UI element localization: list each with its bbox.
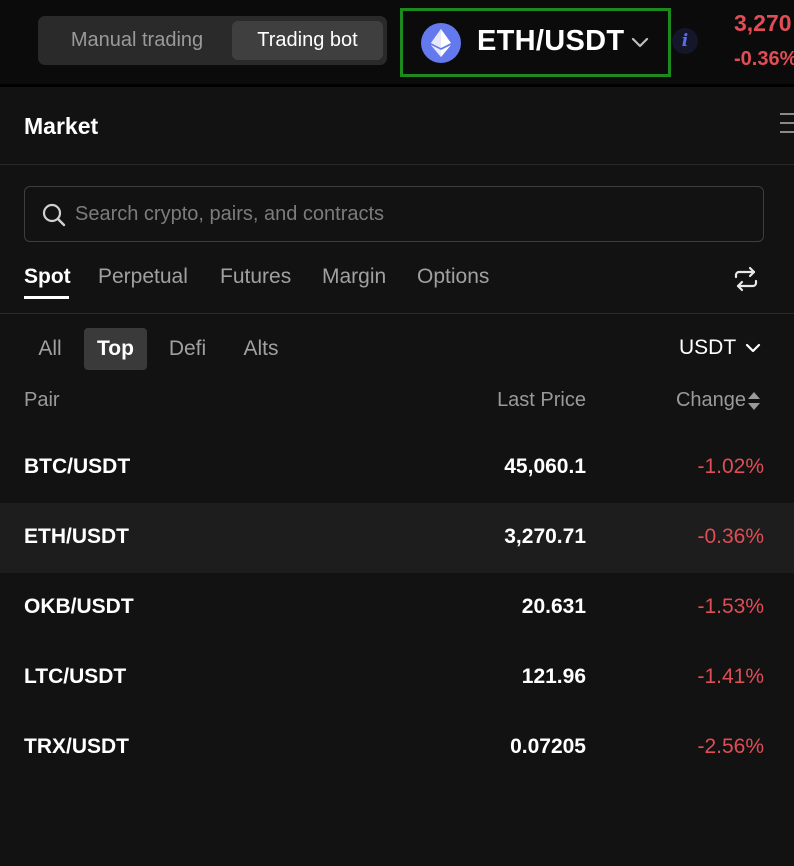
- chevron-down-icon: [631, 37, 649, 48]
- row-last-price: 45,060.1: [504, 455, 586, 478]
- row-last-price: 20.631: [521, 595, 586, 618]
- row-change: -2.56%: [697, 735, 764, 758]
- quote-currency-label: USDT: [679, 336, 737, 359]
- info-icon[interactable]: i: [672, 28, 698, 54]
- chevron-down-icon: [746, 343, 761, 353]
- filter-alts[interactable]: Alts: [243, 337, 279, 360]
- column-header-last-price: Last Price: [497, 389, 586, 411]
- tab-perpetual[interactable]: Perpetual: [98, 265, 188, 288]
- row-change: -0.36%: [697, 525, 764, 548]
- column-header-pair: Pair: [24, 389, 60, 411]
- ethereum-icon: [421, 23, 461, 63]
- row-pair: TRX/USDT: [24, 735, 129, 758]
- mode-toggle: Manual trading Trading bot: [38, 16, 387, 65]
- search-input[interactable]: [75, 188, 755, 240]
- menu-icon[interactable]: [780, 113, 794, 137]
- column-header-change[interactable]: Change: [675, 389, 746, 411]
- market-table: BTC/USDT 45,060.1 -1.02% ETH/USDT 3,270.…: [0, 433, 794, 783]
- tab-futures[interactable]: Futures: [220, 265, 292, 288]
- filter-all[interactable]: All: [38, 337, 62, 360]
- divider: [0, 313, 794, 314]
- pair-name: ETH/USDT: [477, 25, 625, 57]
- swap-icon[interactable]: [732, 265, 760, 293]
- row-last-price: 0.07205: [510, 735, 586, 758]
- tab-options[interactable]: Options: [417, 265, 490, 288]
- manual-trading-tab[interactable]: Manual trading: [70, 29, 204, 51]
- row-last-price: 3,270.71: [504, 525, 586, 548]
- tab-margin[interactable]: Margin: [322, 265, 387, 288]
- tab-spot[interactable]: Spot: [24, 265, 71, 288]
- filter-defi[interactable]: Defi: [168, 337, 207, 360]
- search-icon: [42, 203, 66, 227]
- filter-top[interactable]: Top: [84, 328, 147, 370]
- search-box[interactable]: [24, 186, 764, 242]
- top-bar: Manual trading Trading bot ETH/USDT i 3,…: [0, 0, 794, 84]
- row-change: -1.41%: [697, 665, 764, 688]
- ticker-change: -0.36%: [734, 48, 794, 70]
- row-pair: OKB/USDT: [24, 595, 134, 618]
- row-pair: BTC/USDT: [24, 455, 131, 478]
- sort-icon[interactable]: [747, 390, 761, 412]
- tab-underline: [24, 296, 69, 299]
- divider: [0, 84, 794, 87]
- table-row[interactable]: OKB/USDT 20.631 -1.53%: [0, 573, 794, 643]
- trading-bot-tab[interactable]: Trading bot: [232, 21, 383, 60]
- pair-selector[interactable]: ETH/USDT: [400, 8, 671, 77]
- quote-currency-select[interactable]: USDT: [679, 336, 762, 360]
- table-row[interactable]: ETH/USDT 3,270.71 -0.36%: [0, 503, 794, 573]
- market-title: Market: [24, 113, 99, 139]
- divider: [0, 164, 794, 165]
- ticker-price: 3,270: [734, 10, 792, 36]
- table-row[interactable]: LTC/USDT 121.96 -1.41%: [0, 643, 794, 713]
- row-change: -1.53%: [697, 595, 764, 618]
- table-row[interactable]: BTC/USDT 45,060.1 -1.02%: [0, 433, 794, 503]
- row-change: -1.02%: [697, 455, 764, 478]
- row-pair: LTC/USDT: [24, 665, 127, 688]
- market-panel: Market Spot Perpetual Futures Margin Opt…: [0, 87, 794, 866]
- row-last-price: 121.96: [521, 665, 586, 688]
- row-pair: ETH/USDT: [24, 525, 129, 548]
- table-row[interactable]: TRX/USDT 0.07205 -2.56%: [0, 713, 794, 783]
